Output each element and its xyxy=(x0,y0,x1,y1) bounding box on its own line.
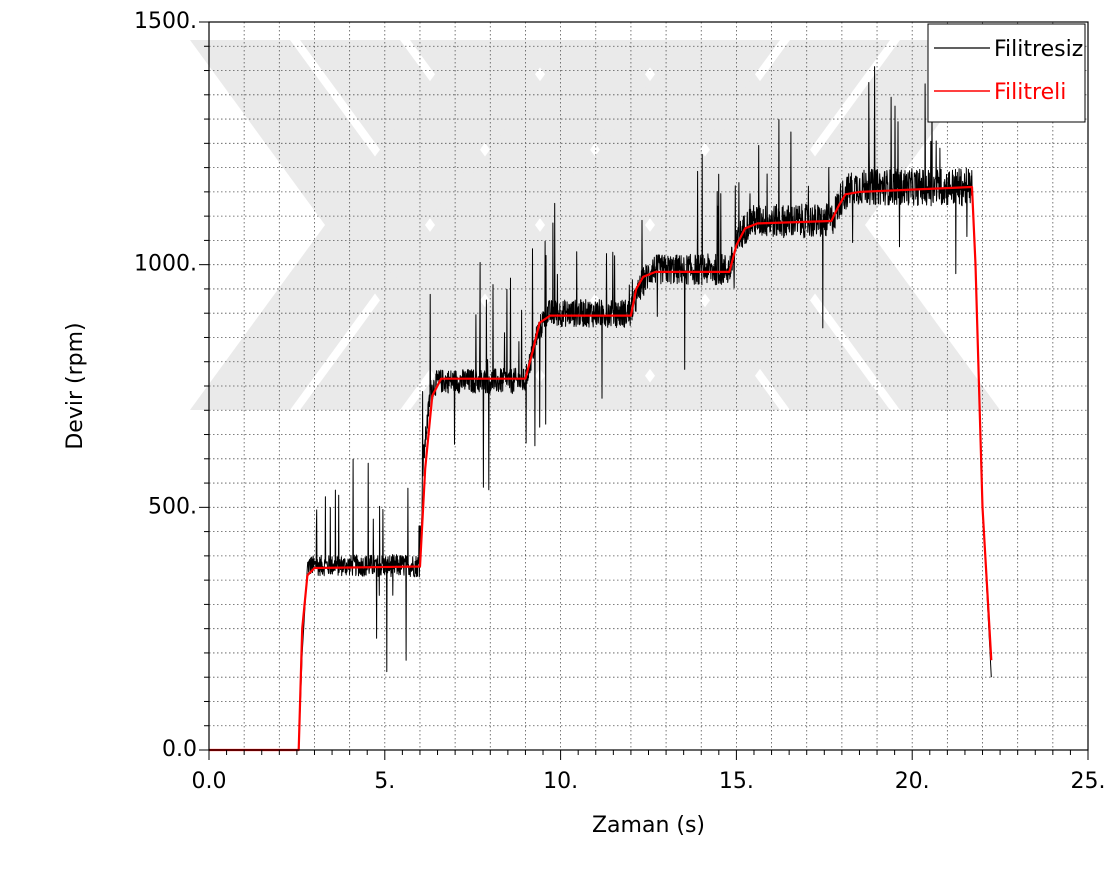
ticks xyxy=(199,21,1089,760)
x-tick-labels: 0.0 5. 10. 15. 20. 25. xyxy=(192,769,1106,794)
x-tick-label: 25. xyxy=(1071,769,1106,794)
y-tick-label: 500. xyxy=(148,494,197,519)
x-tick-label: 10. xyxy=(543,769,578,794)
x-tick-label: 20. xyxy=(895,769,930,794)
y-tick-labels: 0.0 500. 1000. 1500. xyxy=(134,9,197,762)
y-tick-label: 1000. xyxy=(134,252,197,277)
y-tick-label: 0.0 xyxy=(162,737,197,762)
x-tick-label: 15. xyxy=(719,769,754,794)
y-tick-label: 1500. xyxy=(134,9,197,34)
watermark-logo xyxy=(190,40,1000,410)
x-tick-label: 5. xyxy=(374,769,395,794)
legend-label-filitreli: Filitreli xyxy=(994,80,1066,105)
x-axis-title: Zaman (s) xyxy=(592,813,705,838)
x-tick-label: 0.0 xyxy=(192,769,227,794)
y-axis-title: Devir (rpm) xyxy=(63,322,88,449)
legend-label-filitresiz: Filitresiz xyxy=(994,37,1083,62)
legend: Filitresiz Filitreli xyxy=(927,23,1086,123)
series-layer xyxy=(208,66,993,752)
legend-box xyxy=(927,23,1086,123)
series-line-filitreli xyxy=(209,185,993,752)
grid xyxy=(209,22,1088,750)
